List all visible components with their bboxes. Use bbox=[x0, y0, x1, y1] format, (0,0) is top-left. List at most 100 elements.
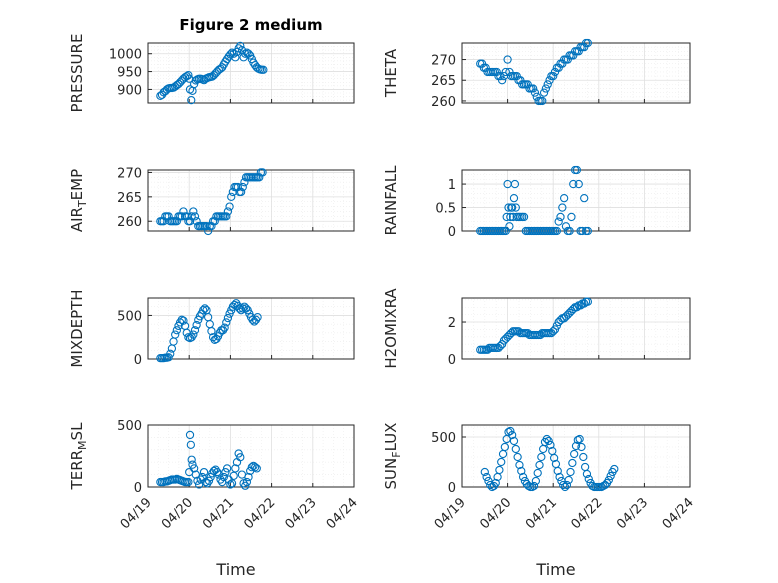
data-point bbox=[252, 464, 261, 473]
panel-rainfall: 0 0.5 1 RAINFALL bbox=[382, 165, 691, 240]
plot-border bbox=[461, 42, 691, 104]
data-point bbox=[247, 463, 256, 472]
data-point bbox=[226, 480, 235, 489]
y-tick-label: 0.5 bbox=[435, 202, 456, 217]
data-point bbox=[166, 349, 175, 358]
y-tick-label: 0 bbox=[134, 481, 142, 496]
data-point bbox=[177, 212, 186, 221]
data-point bbox=[495, 465, 504, 475]
data-point bbox=[583, 297, 593, 306]
data-point bbox=[186, 440, 195, 449]
y-tick-label: 500 bbox=[117, 309, 142, 324]
data-point bbox=[544, 436, 553, 446]
data-point bbox=[199, 306, 208, 315]
data-point bbox=[213, 467, 222, 477]
data-point bbox=[238, 304, 247, 313]
data-point bbox=[497, 457, 506, 467]
data-point bbox=[575, 434, 584, 444]
plot-border bbox=[147, 169, 355, 232]
data-point bbox=[172, 326, 181, 335]
data-point bbox=[244, 472, 253, 482]
data-point bbox=[584, 474, 593, 484]
y-tick-label: 265 bbox=[117, 191, 142, 206]
y-tick-label: 950 bbox=[117, 66, 142, 81]
y-tick-label: 900 bbox=[117, 83, 142, 98]
data-point bbox=[542, 434, 551, 444]
y-tick-label: 500 bbox=[117, 419, 142, 434]
data-point bbox=[524, 481, 533, 491]
data-point bbox=[200, 304, 210, 313]
data-point bbox=[574, 179, 583, 189]
data-point bbox=[502, 212, 511, 222]
data-point bbox=[546, 440, 555, 450]
data-point bbox=[187, 455, 196, 464]
data-point bbox=[486, 480, 495, 490]
data-point bbox=[185, 217, 195, 226]
data-point bbox=[482, 472, 491, 482]
data-point bbox=[582, 469, 592, 479]
data-point bbox=[171, 330, 180, 339]
data-point bbox=[528, 84, 538, 93]
data-point bbox=[577, 442, 586, 452]
data-point bbox=[606, 471, 615, 481]
y-tick-label: 2 bbox=[448, 316, 456, 331]
data-point bbox=[564, 475, 573, 485]
data-point bbox=[196, 475, 205, 484]
data-point bbox=[241, 481, 250, 490]
data-point bbox=[559, 194, 569, 203]
data-point bbox=[518, 472, 528, 482]
y-tick-label: 0 bbox=[448, 353, 456, 368]
panel-theta: 260 265 270 THETA bbox=[382, 38, 691, 110]
data-point bbox=[578, 226, 587, 236]
data-point bbox=[204, 476, 214, 485]
data-point bbox=[222, 212, 231, 221]
data-point bbox=[222, 318, 231, 327]
y-axis-label: MIXDEPTH bbox=[68, 289, 86, 367]
y-tick-label: 260 bbox=[117, 215, 142, 230]
data-point bbox=[231, 53, 240, 62]
panel-air-temp: 260 265 270 AIRTEMP bbox=[68, 166, 355, 236]
panel-mixdepth: 0 500 MIXDEPTH bbox=[68, 289, 355, 368]
data-point bbox=[503, 55, 512, 64]
data-point bbox=[533, 468, 542, 478]
data-point bbox=[501, 67, 510, 77]
data-point bbox=[229, 471, 238, 480]
data-point bbox=[190, 212, 200, 221]
data-point bbox=[223, 313, 233, 323]
data-point bbox=[515, 460, 524, 470]
data-point bbox=[604, 475, 613, 485]
y-tick-label: 270 bbox=[431, 54, 456, 69]
data-point bbox=[235, 304, 244, 313]
y-tick-label: 260 bbox=[431, 95, 456, 110]
data-point bbox=[541, 84, 551, 93]
data-point bbox=[571, 441, 581, 451]
data-point bbox=[580, 194, 589, 203]
data-point bbox=[187, 212, 196, 221]
y-axis-label: PRESSURE bbox=[68, 34, 86, 113]
data-point bbox=[192, 320, 201, 330]
data-point bbox=[484, 476, 493, 486]
y-axis-label-part: EMP bbox=[68, 169, 86, 200]
y-axis-label: H2OMIXRA bbox=[382, 288, 400, 369]
data-point bbox=[579, 452, 588, 462]
data-point bbox=[188, 460, 197, 469]
data-point bbox=[510, 179, 520, 189]
data-point bbox=[222, 464, 232, 473]
data-point bbox=[569, 179, 578, 189]
data-point bbox=[236, 187, 246, 197]
data-point bbox=[220, 323, 229, 332]
y-tick-label: 1000 bbox=[109, 48, 142, 63]
data-point bbox=[531, 476, 541, 486]
data-point bbox=[552, 226, 561, 236]
data-point bbox=[236, 41, 245, 51]
x-axis-label: Time bbox=[215, 560, 255, 579]
x-axis-label: Time bbox=[535, 560, 575, 579]
data-point bbox=[253, 313, 262, 322]
panel-pressure: 900 950 1000 PRESSURE bbox=[68, 34, 355, 113]
plot-border bbox=[147, 42, 355, 104]
data-point bbox=[179, 316, 188, 325]
y-axis-label-part: AIR bbox=[68, 207, 86, 232]
data-point bbox=[535, 460, 544, 470]
